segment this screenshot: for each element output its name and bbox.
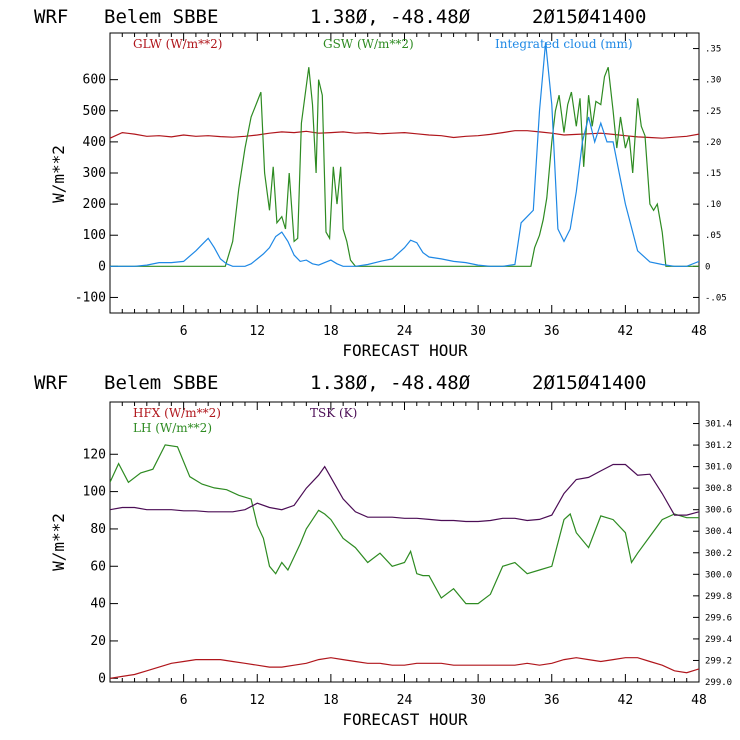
- bottom-legend: HFX (W/m**2) LH (W/m**2) TSK (K): [133, 406, 357, 435]
- bottom-series-tsk-line: [110, 463, 699, 523]
- top-y-tick-label: 200: [83, 197, 106, 212]
- bottom-y-tick-label: 80: [90, 522, 106, 537]
- legend-lh: LH (W/m**2): [133, 421, 212, 435]
- top-y2-tick-label: .10: [705, 200, 721, 210]
- bottom-y2-tick-label: 299.8: [705, 592, 732, 602]
- bottom-x-tick-label: 42: [618, 693, 634, 708]
- top-y2-tick-label: .30: [705, 76, 721, 86]
- bottom-y2-tick-label: 299.0: [705, 678, 732, 688]
- bottom-y2-tick-label: 300.0: [705, 570, 732, 580]
- top-plot-frame: [109, 32, 700, 314]
- top-header-station: Belem SBBE: [104, 6, 218, 28]
- top-y2-tick-label: 0: [705, 262, 710, 272]
- top-plot-area: 6 12 18 24 30 36 42 48 -100 0 100 200 300 400 500 600 -.…: [75, 33, 727, 339]
- bottom-series-lh-line: [110, 444, 699, 605]
- top-legend: GLW (W/m**2) GSW (W/m**2) Integrated clo…: [133, 37, 633, 51]
- bottom-plot-area: 6 12 18 24 30 36 42 48 0 20 40 60 80 100 120 299.0 299.2…: [83, 402, 732, 708]
- top-x-tick-label: 12: [249, 324, 265, 339]
- bottom-y-tick-label: 0: [98, 671, 106, 686]
- bottom-x-tick-label: 48: [691, 693, 707, 708]
- bottom-y2-tick-label: 301.4: [705, 420, 732, 430]
- bottom-plot-frame: [109, 401, 700, 683]
- bottom-y2-tick-label: 299.6: [705, 613, 732, 623]
- top-x-tick-label: 42: [618, 324, 634, 339]
- bottom-y-axis-label: W/m**2: [49, 513, 68, 571]
- bottom-y2-tick-label: 299.4: [705, 635, 732, 645]
- legend-tsk: TSK (K): [310, 406, 357, 420]
- top-header: WRF Belem SBBE 1.38Ø, -48.48Ø 2Ø15Ø41400: [34, 6, 646, 28]
- bottom-y2-tick-label: 300.8: [705, 484, 732, 494]
- legend-hfx: HFX (W/m**2): [133, 406, 221, 420]
- top-y-tick-label: -100: [75, 290, 106, 305]
- legend-glw: GLW (W/m**2): [133, 37, 222, 51]
- top-header-init: 2Ø15Ø41400: [532, 6, 646, 28]
- bottom-y-tick-label: 40: [90, 597, 106, 612]
- top-x-tick-label: 48: [691, 324, 707, 339]
- bottom-x-tick-label: 18: [323, 693, 339, 708]
- top-header-coords: 1.38Ø, -48.48Ø: [310, 6, 471, 28]
- top-x-axis-label: FORECAST HOUR: [342, 341, 468, 360]
- bottom-x-axis-label: FORECAST HOUR: [342, 710, 468, 729]
- bottom-header-coords: 1.38Ø, -48.48Ø: [310, 372, 471, 394]
- top-y-tick-label: 300: [83, 166, 106, 181]
- bottom-x-tick-label: 30: [470, 693, 486, 708]
- top-y2-tick-label: .20: [705, 138, 721, 148]
- top-y2-tick-label: .35: [705, 45, 721, 55]
- top-series-integrated-line: [110, 42, 699, 267]
- top-y2-tick-label: .15: [705, 169, 721, 179]
- top-y-tick-label: 500: [83, 104, 106, 119]
- top-x-tick-label: 24: [397, 324, 413, 339]
- bottom-series-hfx-line: [110, 657, 699, 679]
- top-y2-tick-label: -.05: [705, 293, 727, 303]
- top-y-tick-label: 0: [98, 259, 106, 274]
- top-x-tick-label: 30: [470, 324, 486, 339]
- bottom-y-tick-label: 20: [90, 634, 106, 649]
- legend-gsw: GSW (W/m**2): [323, 37, 414, 51]
- top-y-tick-label: 400: [83, 135, 106, 150]
- bottom-y-tick-label: 100: [83, 485, 106, 500]
- top-x-tick-label: 6: [180, 324, 188, 339]
- bottom-x-tick-label: 24: [397, 693, 413, 708]
- top-y-tick-label: 100: [83, 228, 106, 243]
- top-x-tick-label: 36: [544, 324, 560, 339]
- bottom-header-model: WRF: [34, 372, 68, 394]
- bottom-y-tick-label: 120: [83, 447, 106, 462]
- bottom-x-tick-label: 6: [180, 693, 188, 708]
- top-y-axis-label: W/m**2: [49, 145, 68, 203]
- top-y2-tick-label: .05: [705, 231, 721, 241]
- bottom-header-init: 2Ø15Ø41400: [532, 372, 646, 394]
- top-x-tick-label: 18: [323, 324, 339, 339]
- top-y-tick-label: 600: [83, 73, 106, 88]
- bottom-header-station: Belem SBBE: [104, 372, 218, 394]
- bottom-y2-tick-label: 299.2: [705, 656, 732, 666]
- bottom-x-tick-label: 12: [249, 693, 265, 708]
- top-series-gsw-line: [110, 66, 699, 267]
- bottom-y2-tick-label: 301.2: [705, 441, 732, 451]
- top-y2-tick-label: .25: [705, 107, 721, 117]
- top-header-model: WRF: [34, 6, 68, 28]
- legend-cloud: Integrated cloud (mm): [495, 37, 633, 51]
- bottom-header: WRF Belem SBBE 1.38Ø, -48.48Ø 2Ø15Ø41400: [34, 372, 646, 394]
- bottom-x-tick-label: 36: [544, 693, 560, 708]
- top-series-glw-line: [110, 130, 699, 139]
- bottom-y2-tick-label: 300.2: [705, 549, 732, 559]
- bottom-y2-tick-label: 300.4: [705, 527, 732, 537]
- bottom-y2-tick-label: 301.0: [705, 463, 732, 473]
- bottom-y-tick-label: 60: [90, 559, 106, 574]
- bottom-y2-tick-label: 300.6: [705, 506, 732, 516]
